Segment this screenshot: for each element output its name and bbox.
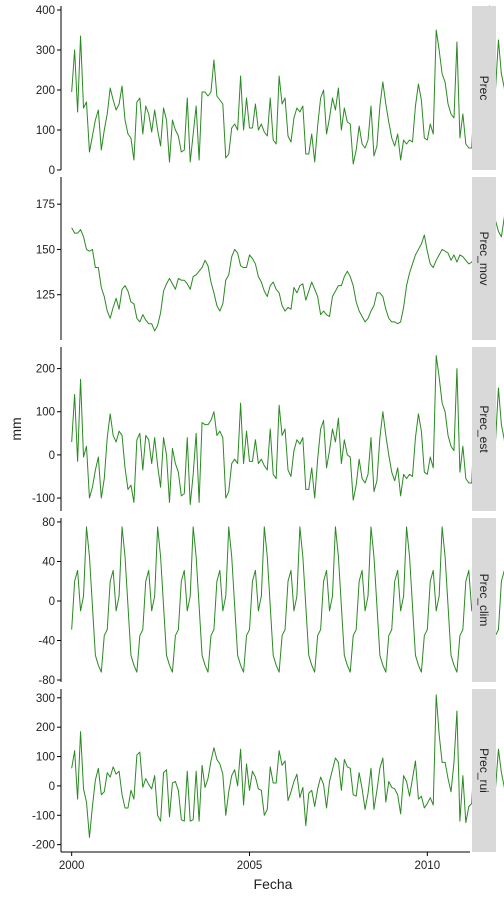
facet-strip — [472, 347, 496, 511]
series-line-5-1 — [71, 694, 504, 838]
series-line-1-1 — [71, 5, 504, 165]
y-tick-label: 80 — [42, 517, 55, 529]
y-tick-label: 200 — [36, 722, 55, 734]
y-tick-label: 300 — [36, 693, 55, 705]
y-tick-label: 0 — [49, 165, 55, 177]
facet-strip-label: Prec — [477, 76, 491, 101]
panel-3: -100 0 100 200 Prec_est — [32, 347, 504, 511]
facet-strip-label: Prec_est — [477, 405, 491, 453]
y-tick-label: -40 — [38, 636, 55, 648]
panel-5: -200 -100 0 100 200 300 Prec_rui — [32, 689, 504, 852]
y-tick-label: 40 — [42, 556, 55, 568]
facet-strip — [472, 177, 496, 340]
y-tick-label: 125 — [36, 290, 55, 302]
x-axis-title: Fecha — [254, 876, 293, 892]
panel-1: 0 100 200 300 400 Prec — [36, 5, 504, 177]
y-tick-label: 100 — [36, 407, 55, 419]
y-tick-label: 175 — [36, 199, 55, 211]
y-tick-label: 300 — [36, 45, 55, 57]
y-tick-label: -80 — [38, 675, 55, 687]
y-tick-label: -100 — [32, 810, 55, 822]
y-tick-label: -200 — [32, 840, 55, 852]
y-tick-label: 0 — [49, 450, 55, 462]
x-axis: 2000 2005 2010 — [59, 851, 470, 872]
y-tick-label: 100 — [36, 752, 55, 764]
y-tick-label: 150 — [36, 244, 55, 256]
x-tick-label: 2010 — [415, 860, 441, 872]
facet-strip-label: Prec_mov — [477, 231, 491, 285]
series-line-4-1 — [71, 526, 504, 673]
y-tick-label: 400 — [36, 5, 55, 17]
facet-strip-label: Prec_clim — [477, 574, 491, 627]
y-tick-label: 200 — [36, 364, 55, 376]
y-tick-label: -100 — [32, 493, 55, 505]
y-tick-label: 0 — [49, 781, 55, 793]
x-tick-label: 2005 — [237, 860, 263, 872]
y-tick-label: 0 — [49, 596, 55, 608]
x-tick-label: 2000 — [59, 860, 85, 872]
y-axis-title: mm — [8, 417, 24, 440]
panels: 0100200300400Prec125150175Prec_mov-10001… — [32, 5, 504, 852]
facet-strip — [472, 6, 496, 170]
panel-2: 125 150 175 Prec_mov — [36, 177, 504, 340]
y-tick-label: 200 — [36, 85, 55, 97]
facet-strip — [472, 689, 496, 852]
facet-strip-label: Prec_rui — [477, 748, 491, 793]
series-line-2-1 — [71, 216, 504, 332]
series-line-3-1 — [71, 350, 504, 506]
facet-strip — [472, 518, 496, 682]
y-tick-label: 100 — [36, 125, 55, 137]
panel-4: -80 -40 0 40 80 Prec_clim — [38, 517, 504, 687]
